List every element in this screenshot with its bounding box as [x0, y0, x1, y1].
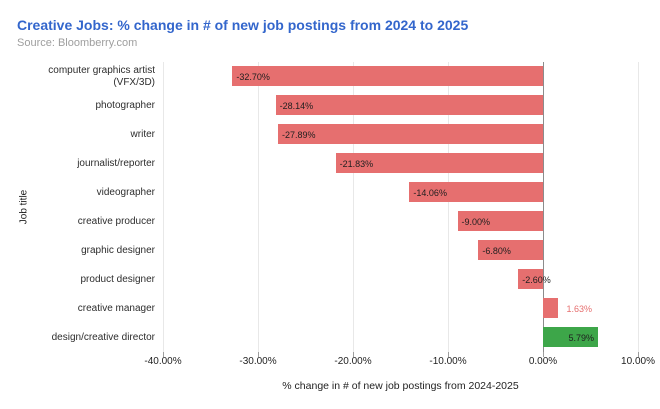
category-label: computer graphics artist (VFX/3D): [48, 64, 155, 88]
gridline: [638, 62, 639, 352]
bar-row: -6.80%: [163, 236, 638, 265]
bar-value-label: 5.79%: [568, 332, 594, 343]
x-tick-label: -30.00%: [239, 356, 277, 367]
bar[interactable]: [275, 95, 543, 115]
x-tick-label: 0.00%: [528, 356, 558, 367]
bar[interactable]: [409, 182, 543, 202]
bar[interactable]: [518, 269, 543, 289]
x-tick: [353, 352, 354, 357]
x-tick-label: 10.00%: [621, 356, 655, 367]
bar-value-label: -9.00%: [461, 216, 491, 227]
gridline: [448, 62, 449, 352]
bar-row: -2.60%: [163, 265, 638, 294]
category-label: videographer: [96, 186, 155, 198]
category-label: creative manager: [77, 302, 155, 314]
gridline: [258, 62, 259, 352]
chart-source: Source: Bloomberry.com: [17, 37, 138, 49]
bar-value-label: -27.89%: [282, 129, 316, 140]
gridline: [163, 62, 164, 352]
x-tick: [543, 352, 544, 357]
bar[interactable]: [232, 66, 543, 86]
category-label: photographer: [95, 99, 156, 111]
bar-value-label: -6.80%: [482, 245, 511, 256]
category-label: product designer: [80, 273, 156, 285]
x-axis-title: % change in # of new job postings from 2…: [282, 380, 519, 392]
bar-row: -14.06%: [163, 178, 638, 207]
bar[interactable]: [457, 211, 543, 231]
bar[interactable]: [478, 240, 543, 260]
bar-row: -28.14%: [163, 91, 638, 120]
gridline: [353, 62, 354, 352]
zero-gridline: [543, 62, 544, 352]
category-label: journalist/reporter: [77, 157, 155, 169]
bar[interactable]: [335, 153, 543, 173]
x-tick: [638, 352, 639, 357]
category-label: writer: [130, 128, 155, 140]
x-tick: [163, 352, 164, 357]
bar-row: -9.00%: [163, 207, 638, 236]
bar-value-label: 1.63%: [566, 303, 593, 314]
bar-value-label: -32.70%: [236, 71, 270, 82]
plot-area: -32.70% -28.14% -27.89% -21.83% -14.06% -9.00…: [163, 62, 639, 357]
category-label: creative producer: [77, 215, 155, 227]
bar-value-label: -14.06%: [413, 187, 447, 198]
bar-value-label: -21.83%: [339, 158, 374, 169]
bar[interactable]: [278, 124, 543, 144]
chart-title: Creative Jobs: % change in # of new job …: [17, 17, 469, 33]
bar-row: 5.79%: [163, 323, 638, 352]
category-label: design/creative director: [51, 331, 155, 343]
x-tick-label: -40.00%: [144, 356, 182, 367]
bar-value-label: -28.14%: [279, 100, 314, 111]
bar[interactable]: [543, 327, 598, 347]
x-tick: [448, 352, 449, 357]
bar-row: -21.83%: [163, 149, 638, 178]
bar[interactable]: [543, 298, 559, 318]
bar-row: -32.70%: [163, 62, 638, 91]
bar-row: 1.63%: [163, 294, 638, 323]
x-tick-label: -10.00%: [429, 356, 467, 367]
bar-value-label: -2.60%: [522, 274, 551, 285]
bar-row: -27.89%: [163, 120, 638, 149]
category-label: graphic designer: [81, 244, 155, 256]
x-tick: [258, 352, 259, 357]
x-tick-label: -20.00%: [334, 356, 372, 367]
